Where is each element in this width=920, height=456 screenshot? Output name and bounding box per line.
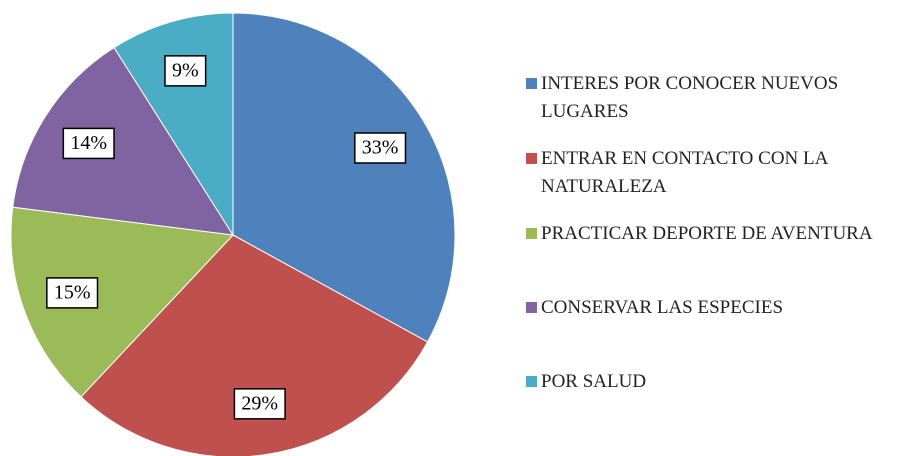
legend-swatch <box>526 376 537 387</box>
data-label-box <box>164 55 207 87</box>
pie-slice <box>80 234 429 456</box>
legend-label: PRACTICAR DEPORTE DE AVENTURA <box>541 223 873 244</box>
data-label: 14% <box>70 132 107 154</box>
pie-slice <box>232 12 456 343</box>
pie-slice <box>12 46 234 236</box>
data-label-box <box>46 277 99 309</box>
data-label-box <box>233 388 286 420</box>
legend-swatch <box>526 302 537 313</box>
data-label: 9% <box>172 59 199 81</box>
legend-item: CONSERVAR LAS ESPECIES <box>526 294 917 322</box>
legend-item: ENTRAR EN CONTACTO CON LA NATURALEZA <box>526 145 917 201</box>
legend-label: INTERES POR CONOCER NUEVOS LUGARES <box>541 73 839 122</box>
data-label-box <box>62 127 115 160</box>
legend-label: POR SALUD <box>541 371 647 392</box>
data-label: 33% <box>362 137 399 159</box>
data-label-box <box>354 132 407 164</box>
legend-item: PRACTICAR DEPORTE DE AVENTURA <box>526 220 917 248</box>
legend-label: CONSERVAR LAS ESPECIES <box>541 297 784 318</box>
legend-swatch <box>526 153 537 164</box>
legend-item: POR SALUD <box>526 368 917 396</box>
data-label: 29% <box>241 392 278 414</box>
data-label: 15% <box>54 281 91 303</box>
legend-swatch <box>526 78 537 89</box>
legend-swatch <box>526 228 537 239</box>
legend-item: INTERES POR CONOCER NUEVOS LUGARES <box>526 70 917 126</box>
pie-slice <box>10 206 235 398</box>
legend-label: ENTRAR EN CONTACTO CON LA NATURALEZA <box>541 148 828 197</box>
